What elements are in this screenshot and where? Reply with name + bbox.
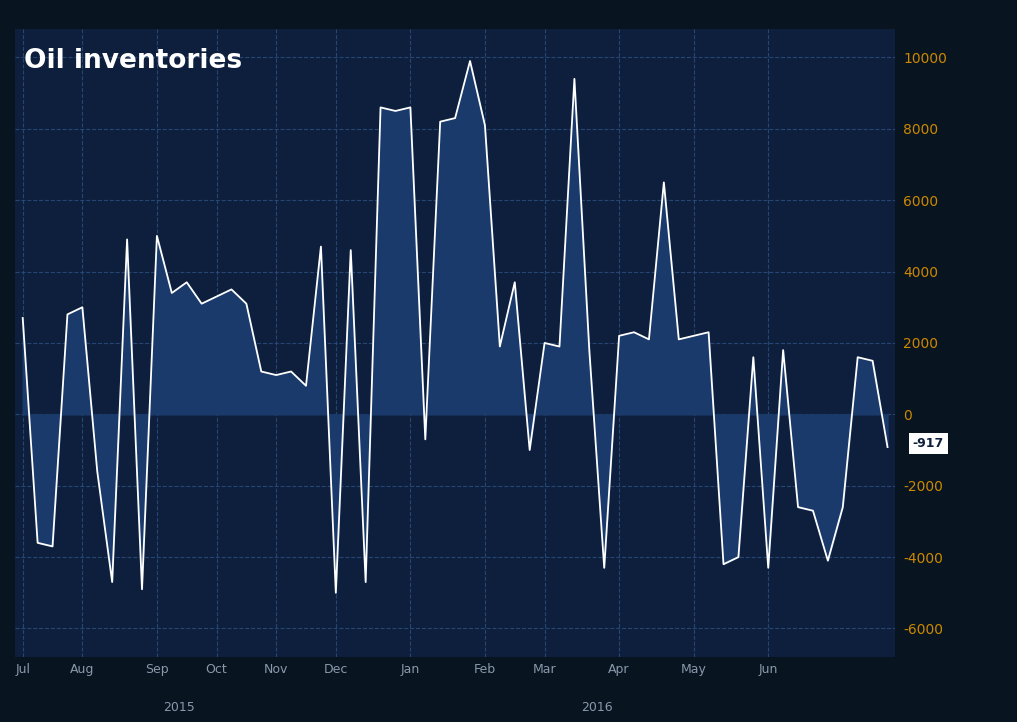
Text: -917: -917 [912, 437, 944, 450]
Text: 2015: 2015 [164, 701, 195, 714]
Text: Oil inventories: Oil inventories [24, 48, 242, 74]
Text: 2016: 2016 [581, 701, 612, 714]
